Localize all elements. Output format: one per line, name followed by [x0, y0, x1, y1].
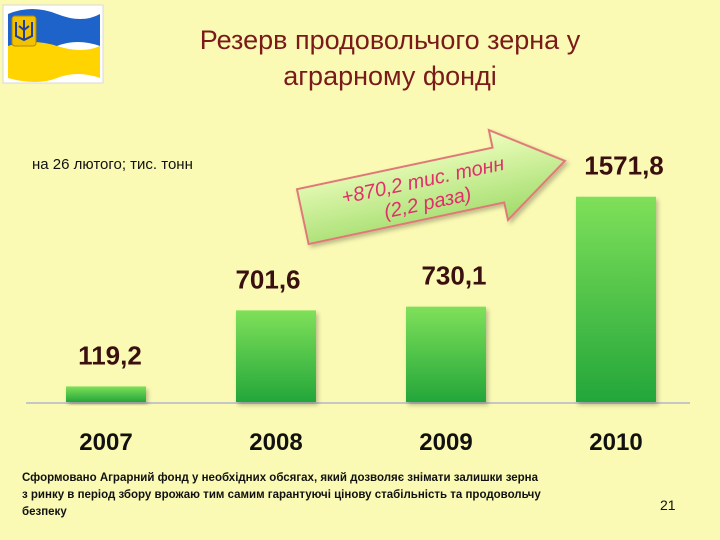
footnote-line-3: безпеку [22, 506, 67, 518]
value-label-2007: 119,2 [78, 340, 142, 370]
bar-2008 [236, 310, 316, 402]
footnote: Сформовано Аграрний фонд у необхідних об… [22, 470, 682, 521]
x-tick-label-2009: 2009 [419, 429, 472, 456]
x-tick-label-2010: 2010 [589, 429, 642, 456]
chart-subtitle: на 26 лютого; тис. тонн [32, 156, 193, 173]
bar-2007 [66, 386, 146, 402]
value-label-2010: 1571,8 [584, 151, 664, 181]
bar-chart: +870,2 тис. тонн (2,2 раза) 119,2 2007 701… [26, 128, 690, 456]
footnote-line-1: Сформовано Аграрний фонд у необхідних об… [22, 472, 539, 484]
ukraine-flag-trident-icon [2, 4, 104, 84]
bar-2009 [406, 306, 486, 402]
value-label-2008: 701,6 [235, 264, 300, 294]
bar-2010 [576, 196, 656, 402]
x-tick-label-2008: 2008 [249, 429, 302, 456]
x-tick-label-2007: 2007 [79, 429, 132, 456]
slide-title: Резерв продовольчого зерна у аграрному ф… [120, 22, 660, 94]
title-line-1: Резерв продовольчого зерна у [199, 25, 581, 55]
page-number: 21 [660, 497, 676, 513]
value-label-2009: 730,1 [421, 261, 486, 291]
title-line-2: аграрному фонді [283, 61, 497, 91]
footnote-line-2: з ринку в період збору врожаю тим самим … [22, 489, 541, 501]
growth-arrow: +870,2 тис. тонн (2,2 раза) [295, 128, 567, 246]
